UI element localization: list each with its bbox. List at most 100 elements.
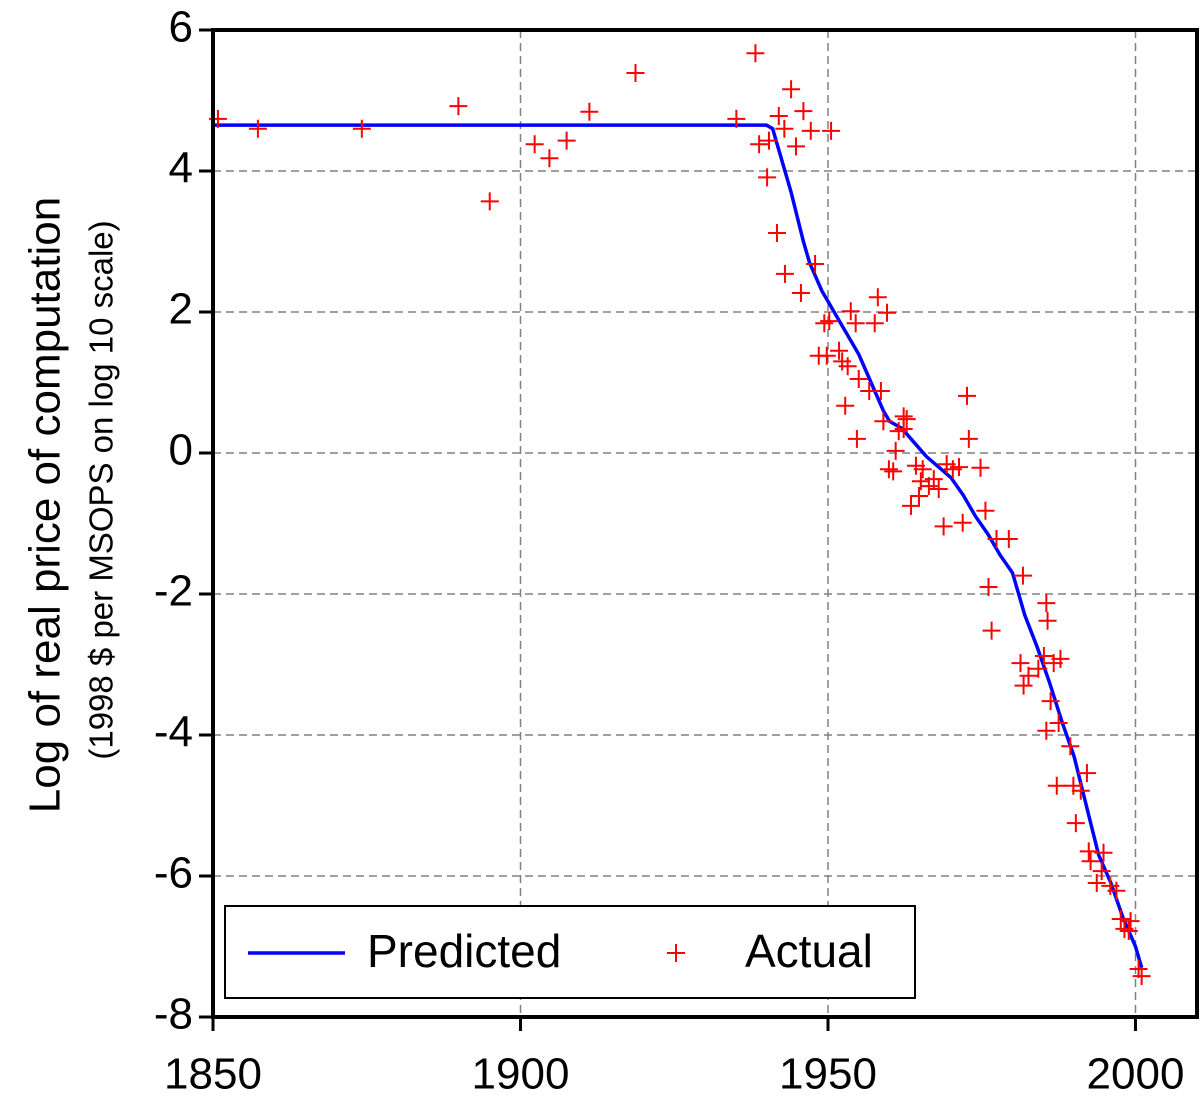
actual-point	[1061, 737, 1080, 756]
actual-point	[1047, 776, 1066, 795]
legend-swatch	[667, 944, 685, 962]
x-tick-label: 2000	[1087, 1050, 1185, 1099]
actual-point	[934, 517, 953, 536]
actual-point	[894, 420, 913, 439]
y-tick-label: -4	[154, 708, 193, 757]
actual-point	[1087, 874, 1106, 893]
actual-point	[791, 283, 810, 302]
actual-point	[1038, 611, 1057, 630]
actual-point	[871, 381, 890, 400]
y-tick-label: -6	[154, 849, 193, 898]
actual-point	[782, 80, 801, 99]
actual-point	[1071, 781, 1090, 800]
actual-point	[1029, 659, 1048, 678]
actual-point	[759, 131, 778, 150]
actual-point	[815, 314, 834, 333]
actual-point	[767, 224, 786, 243]
y-tick-label: -2	[154, 567, 193, 616]
actual-point	[886, 441, 905, 460]
actual-point	[1119, 921, 1138, 940]
actual-point	[806, 255, 825, 274]
actual-point	[820, 312, 839, 331]
actual-point	[897, 410, 916, 429]
actual-point	[626, 64, 645, 83]
legend-label: Actual	[745, 925, 873, 977]
actual-point	[746, 44, 765, 63]
x-tick-label: 1850	[164, 1050, 262, 1099]
actual-point	[849, 369, 868, 388]
y-tick-label: 0	[169, 426, 193, 475]
actual-point	[1037, 721, 1056, 740]
actual-point	[794, 102, 813, 121]
actual-point	[801, 121, 820, 140]
predicted-line	[213, 123, 1144, 969]
actual-point	[775, 119, 794, 138]
actual-point	[971, 458, 990, 477]
actual-point	[838, 357, 857, 376]
actual-point	[1037, 594, 1056, 613]
actual-point	[352, 119, 371, 138]
actual-point	[775, 264, 794, 283]
actual-point	[1107, 881, 1126, 900]
actual-point	[878, 303, 897, 322]
x-tick-label: 1950	[779, 1050, 877, 1099]
actual-point	[480, 192, 499, 211]
actual-point	[750, 135, 769, 154]
actual-point	[976, 501, 995, 520]
actual-point	[1111, 910, 1130, 929]
actual-point	[580, 102, 599, 121]
actual-point	[1034, 647, 1053, 666]
actual-point	[889, 422, 908, 441]
actual-point	[874, 412, 893, 431]
y-tick-label: -8	[154, 990, 193, 1039]
actual-point	[1013, 566, 1032, 585]
actual-point	[1092, 862, 1111, 881]
legend-label: Predicted	[367, 925, 561, 977]
actual-point	[769, 107, 788, 126]
y-tick-label: 2	[169, 285, 193, 334]
actual-point	[1014, 676, 1033, 695]
actual-point	[248, 119, 267, 138]
actual-point	[727, 109, 746, 128]
actual-point	[830, 341, 849, 360]
actual-point	[1077, 764, 1096, 783]
actual-point	[949, 458, 968, 477]
actual-point	[758, 168, 777, 187]
actual-point	[1064, 776, 1083, 795]
actual-point	[1041, 692, 1060, 711]
actual-point	[1066, 814, 1085, 833]
actual-point	[957, 386, 976, 405]
actual-point	[1049, 714, 1068, 733]
actual-point	[1019, 666, 1038, 685]
actual-point	[868, 288, 887, 307]
actual-point	[836, 396, 855, 415]
y-axis-subtitle: (1998 $ per MSOPS on log 10 scale)	[83, 220, 120, 759]
actual-point	[999, 530, 1018, 549]
actual-point	[919, 477, 938, 496]
actual-point	[1081, 852, 1100, 871]
actual-point	[557, 131, 576, 150]
x-tick-label: 1900	[472, 1050, 570, 1099]
actual-point	[847, 429, 866, 448]
actual-point	[910, 487, 929, 506]
actual-point	[879, 460, 898, 479]
actual-point	[822, 121, 841, 140]
actual-point	[913, 460, 932, 479]
actual-point	[841, 302, 860, 321]
y-tick-label: 4	[169, 144, 193, 193]
actual-point	[865, 314, 884, 333]
actual-point	[1094, 843, 1113, 862]
actual-point	[817, 346, 836, 365]
actual-point	[846, 314, 865, 333]
actual-point	[953, 513, 972, 532]
actual-point	[525, 135, 544, 154]
actual-point	[959, 429, 978, 448]
actual-point	[929, 479, 948, 498]
actual-point	[540, 149, 559, 168]
actual-point	[1079, 842, 1098, 861]
actual-point	[982, 621, 1001, 640]
plot-frame	[211, 28, 1199, 1019]
actual-point	[449, 97, 468, 116]
actual-point	[1051, 649, 1070, 668]
